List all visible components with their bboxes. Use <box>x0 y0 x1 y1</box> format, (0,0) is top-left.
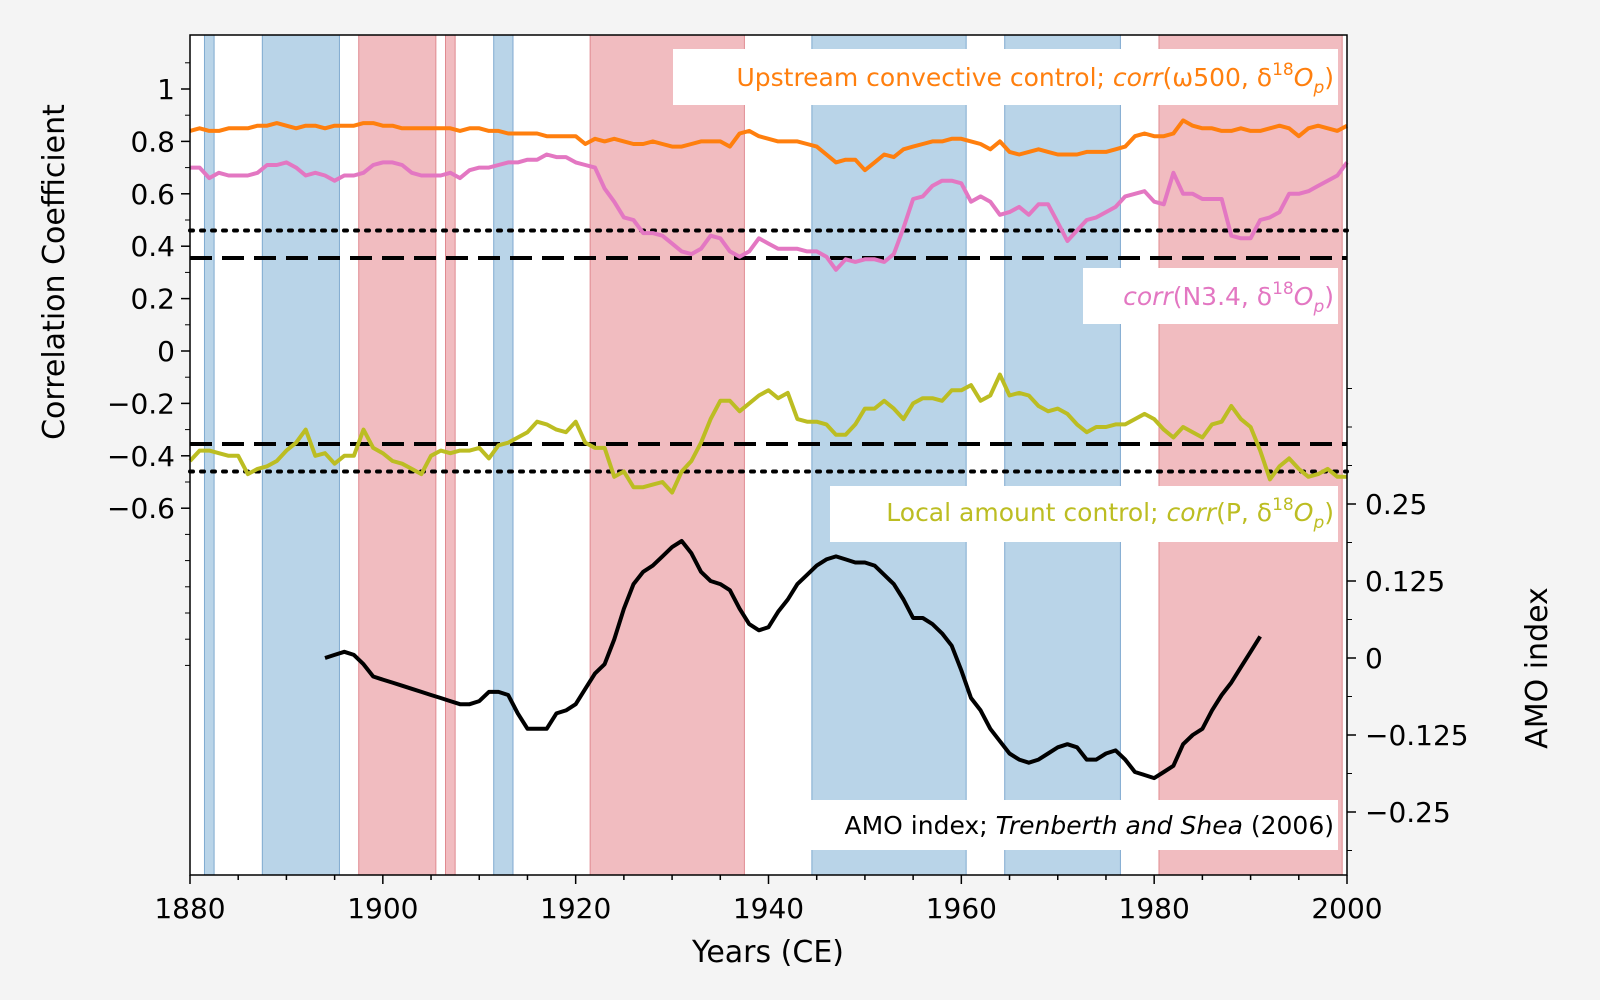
y-tick-label: 0.8 <box>130 125 175 158</box>
annotation-rest: (N3.4, δ <box>1173 282 1272 311</box>
annotation-sup: 18 <box>1272 279 1294 299</box>
annotation-sub-base: O <box>1294 498 1314 527</box>
y-tick-label: 0.4 <box>130 230 175 263</box>
y2-tick-label: 0.25 <box>1365 488 1427 521</box>
annotation-label: Local amount control; corr(P, δ18Op) <box>886 495 1334 533</box>
annotation-close: ) <box>1324 63 1334 92</box>
y2-tick-label: −0.25 <box>1365 796 1451 829</box>
x-tick-label: 1920 <box>540 892 611 925</box>
x-tick-label: 2000 <box>1311 892 1382 925</box>
y2-tick-label: 0 <box>1365 642 1383 675</box>
annotation-italic: corr <box>1166 498 1217 527</box>
annotation-close: ) <box>1324 498 1334 527</box>
series-line-1 <box>190 152 1349 272</box>
annotation-rest: (ω500, δ <box>1163 63 1273 92</box>
annotation-prefix: Upstream convective control; <box>736 63 1112 92</box>
y-axis-title: Correlation Coefficient <box>37 104 72 440</box>
annotation-rest: (2006) <box>1243 811 1334 840</box>
annotation-box <box>1083 268 1338 324</box>
y-tick-label: 0.6 <box>130 178 175 211</box>
shaded-period-red <box>1158 34 1343 876</box>
annotations: Upstream convective control; corr(ω500, … <box>673 49 1338 850</box>
annotation-label: Upstream convective control; corr(ω500, … <box>736 60 1334 98</box>
series-line-2 <box>188 372 1347 495</box>
series-line-3 <box>324 539 1262 781</box>
annotation-sub: p <box>1312 297 1324 317</box>
x-tick-label: 1980 <box>1119 892 1190 925</box>
x-tick-label: 1880 <box>154 892 225 925</box>
annotation-label: corr(N3.4, δ18Op) <box>1123 279 1334 317</box>
y-tick-label: −0.4 <box>107 440 175 473</box>
annotation-close: ) <box>1324 282 1334 311</box>
annotation-sub-base: O <box>1294 63 1314 92</box>
x-tick-label: 1900 <box>347 892 418 925</box>
annotation-sub-base: O <box>1294 282 1314 311</box>
annotation-box <box>673 49 1338 105</box>
annotation-rest: (P, δ <box>1216 498 1272 527</box>
x-axis-title: Years (CE) <box>691 935 844 970</box>
annotation-prefix: AMO index; <box>845 811 996 840</box>
y2-axis: 0.25 0.125 0 −0.125 −0.25 <box>1347 388 1469 851</box>
annotation-box <box>786 800 1338 850</box>
shaded-period-blue <box>203 34 215 876</box>
shaded-period-red <box>589 34 745 876</box>
y-tick-label: −0.2 <box>107 387 175 420</box>
y2-tick-label: −0.125 <box>1365 719 1469 752</box>
shaded-period-red <box>358 34 437 876</box>
annotation-label: AMO index; Trenberth and Shea (2006) <box>845 811 1335 840</box>
series-lines <box>188 118 1349 781</box>
x-axis: 1880 1900 1920 1940 1960 1980 2000 <box>154 875 1383 925</box>
annotation-italic: corr <box>1123 282 1174 311</box>
y-axis: 1 0.8 0.6 0.4 0.2 0 −0.2 −0.4 −0.6 <box>107 62 190 666</box>
series-line-0 <box>189 118 1348 173</box>
x-tick-label: 1960 <box>926 892 997 925</box>
annotation-italic: Trenberth and Shea <box>996 811 1243 840</box>
annotation-sub: p <box>1312 513 1324 533</box>
y-tick-label: −0.6 <box>107 492 175 525</box>
shaded-period-blue <box>1004 34 1121 876</box>
reference-lines <box>188 228 1349 474</box>
annotation-italic: corr <box>1113 63 1164 92</box>
y2-axis-title: AMO index <box>1520 587 1555 749</box>
annotation-box <box>830 486 1338 542</box>
y-tick-label: 0.2 <box>130 283 175 316</box>
annotation-sup: 18 <box>1272 495 1294 515</box>
annotation-sup: 18 <box>1272 60 1294 80</box>
y-tick-label: 1 <box>157 73 175 106</box>
annotation-prefix: Local amount control; <box>886 498 1166 527</box>
y2-tick-label: 0.125 <box>1365 565 1445 598</box>
x-tick-label: 1940 <box>733 892 804 925</box>
y-tick-label: 0 <box>157 335 175 368</box>
shaded-period-blue <box>811 34 967 876</box>
annotation-sub: p <box>1312 78 1324 98</box>
